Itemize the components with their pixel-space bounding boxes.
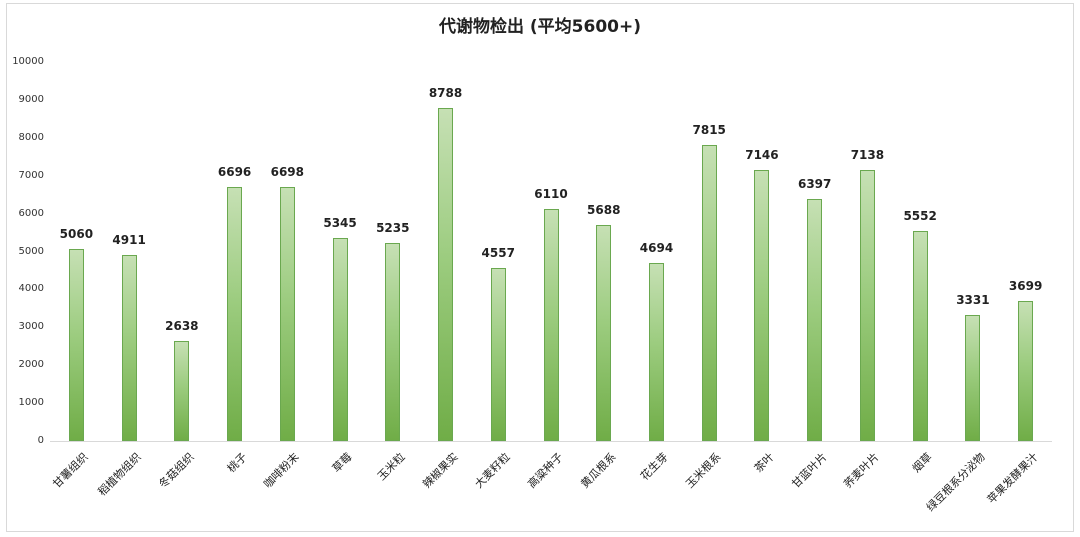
y-tick-label: 10000 [12,56,44,67]
y-tick-label: 8000 [18,131,44,143]
chart-title: 代谢物检出 (平均5600+) [438,17,642,37]
bar [754,170,770,441]
y-tick-label: 0 [37,435,44,446]
data-label: 3699 [1008,278,1043,293]
y-tick-label: 2000 [18,359,44,371]
y-tick-label: 1000 [18,397,44,409]
data-label: 6110 [534,187,568,202]
y-tick-label: 3000 [18,321,44,333]
data-label: 5688 [587,203,621,218]
bar [121,254,137,441]
data-label: 5060 [59,227,94,242]
bar [490,268,506,441]
bar [543,209,559,441]
bar [385,242,401,441]
data-label: 7138 [850,148,885,163]
data-label: 4557 [481,246,515,261]
y-tick-label: 6000 [18,207,44,219]
bar [859,170,875,441]
bar [68,249,84,441]
bar [279,187,295,441]
data-label: 7146 [745,148,779,163]
bar [332,238,348,441]
y-tick-label: 5000 [18,245,44,257]
data-label: 7815 [692,122,726,137]
bar [648,263,664,441]
data-label: 6397 [797,176,832,191]
data-label: 4911 [112,232,146,247]
data-label: 4694 [639,241,674,256]
data-label: 5552 [903,208,937,223]
bar [596,225,612,441]
bar [965,314,981,441]
data-label: 6698 [270,165,305,180]
bar [174,341,190,441]
bar [1018,300,1034,441]
bar [227,187,243,441]
data-label: 5345 [323,216,357,231]
y-tick-label: 7000 [18,169,44,181]
data-label: 3331 [956,292,990,307]
bar [807,198,823,441]
chart-frame [6,3,1074,532]
x-axis-line [50,441,1052,442]
data-label: 2638 [165,319,199,334]
data-label: 5235 [376,220,410,235]
bar [701,144,717,441]
bar [438,107,454,441]
data-label: 8788 [428,85,463,100]
y-tick-label: 4000 [18,283,44,295]
data-label: 6696 [217,165,252,180]
y-tick-label: 9000 [18,93,44,105]
bar [912,230,928,441]
